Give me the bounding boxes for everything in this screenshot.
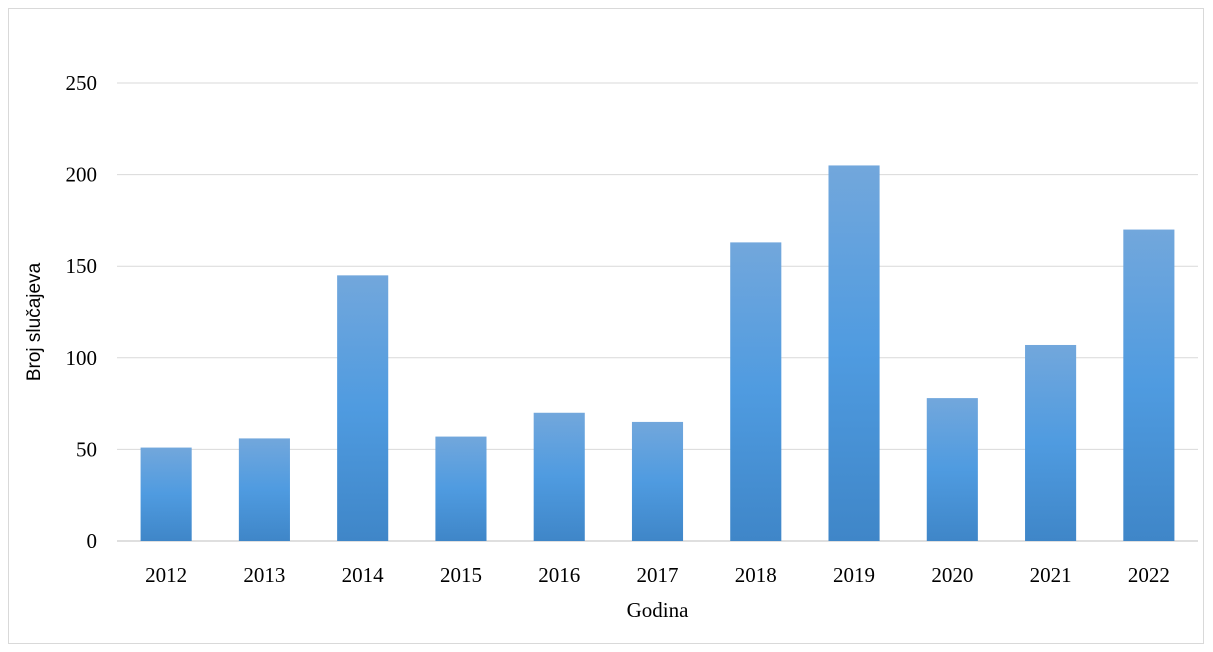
x-tick-label: 2016 [538,563,580,587]
y-tick-label: 200 [66,163,98,187]
bar-2021 [1025,344,1077,541]
bar-2014 [337,275,389,541]
y-tick-label: 150 [66,254,98,278]
x-tick-label: 2019 [833,563,875,587]
bar-2012 [140,447,192,541]
bars [140,165,1175,541]
bar-2019 [828,165,880,541]
x-tick-label: 2015 [440,563,482,587]
y-tick-label: 50 [76,437,97,461]
x-tick-label: 2018 [735,563,777,587]
y-tick-label: 250 [66,71,98,95]
bar-2013 [238,438,290,541]
bar-2015 [435,436,487,541]
bar-2020 [926,398,978,541]
x-tick-label: 2021 [1030,563,1072,587]
bar-2017 [631,421,684,541]
x-tick-labels: 2012 2013 2014 2015 2016 2017 2018 2019 2020 2021… [145,563,1170,587]
x-tick-label: 2020 [931,563,973,587]
x-axis-title: Godina [627,598,690,622]
x-tick-label: 2017 [637,563,679,587]
x-tick-label: 2022 [1128,563,1170,587]
x-tick-label: 2013 [243,563,285,587]
x-tick-label: 2014 [342,563,385,587]
bar-2022 [1123,229,1175,541]
y-tick-labels: 0 50 100 150 200 250 [66,71,98,553]
y-axis-title: Broj slučajeva [24,262,45,381]
y-tick-label: 0 [87,529,98,553]
bar-2018 [730,242,782,541]
bar-2016 [533,412,585,541]
x-tick-label: 2012 [145,563,187,587]
chart-frame [8,8,1204,644]
y-tick-label: 100 [66,346,98,370]
gridlines [117,82,1198,542]
